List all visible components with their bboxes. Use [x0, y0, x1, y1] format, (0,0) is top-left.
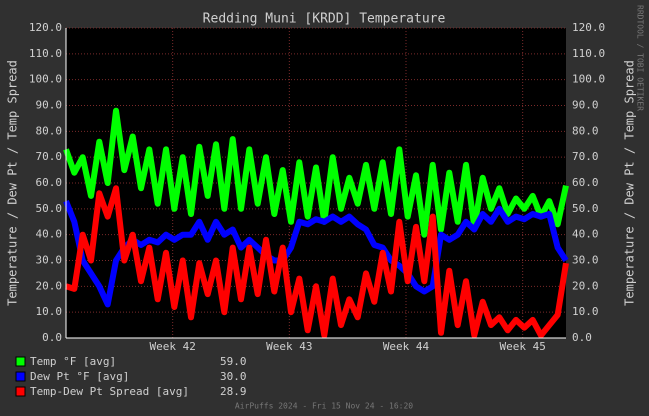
y-tick-label: 80.0 — [36, 124, 63, 137]
legend-value: 28.9 — [220, 385, 247, 398]
side-note: RRDTOOL / TOBI OETIKER — [636, 5, 645, 111]
y-tick-label: 90.0 — [36, 99, 63, 112]
series-line — [63, 107, 569, 238]
series-line — [63, 199, 569, 308]
series-line — [65, 185, 569, 339]
legend-label: Temp °F [avg] — [30, 355, 116, 368]
y2-tick-label: 90.0 — [572, 99, 599, 112]
x-tick-label: Week 43 — [266, 340, 312, 353]
y-tick-label: 0.0 — [42, 331, 62, 344]
y-tick-label: 30.0 — [36, 254, 63, 267]
y2-tick-label: 40.0 — [572, 228, 599, 241]
legend-value: 30.0 — [220, 370, 247, 383]
y2-tick-label: 120.0 — [572, 21, 605, 34]
y2-tick-label: 50.0 — [572, 202, 599, 215]
x-tick-label: Week 44 — [383, 340, 430, 353]
y2-tick-label: 100.0 — [572, 73, 605, 86]
y-axis-title: Temperature / Dew Pt / Temp Spread — [6, 60, 20, 306]
y2-tick-label: 10.0 — [572, 305, 599, 318]
y-tick-label: 40.0 — [36, 228, 63, 241]
legend-swatch — [15, 386, 26, 397]
y-tick-label: 10.0 — [36, 305, 63, 318]
legend-swatch — [15, 356, 26, 367]
x-tick-label: Week 42 — [149, 340, 195, 353]
y2-tick-label: 70.0 — [572, 150, 599, 163]
y2-axis-title: Temperature / Dew Pt / Temp Spread — [623, 60, 637, 306]
y2-tick-label: 20.0 — [572, 279, 599, 292]
legend-label: Dew Pt °F [avg] — [30, 370, 129, 383]
y2-tick-label: 30.0 — [572, 254, 599, 267]
y-tick-label: 20.0 — [36, 279, 63, 292]
legend-label: Temp-Dew Pt Spread [avg] — [30, 385, 189, 398]
y-tick-label: 120.0 — [29, 21, 62, 34]
y-tick-label: 100.0 — [29, 73, 62, 86]
y2-tick-label: 60.0 — [572, 176, 599, 189]
y2-tick-label: 110.0 — [572, 47, 605, 60]
y-tick-label: 50.0 — [36, 202, 63, 215]
x-tick-label: Week 45 — [499, 340, 545, 353]
y-tick-label: 70.0 — [36, 150, 63, 163]
footer: AirPuffs 2024 - Fri 15 Nov 24 - 16:20 — [235, 402, 413, 411]
chart-title: Redding Muni [KRDD] Temperature — [203, 12, 446, 27]
y-tick-label: 110.0 — [29, 47, 62, 60]
y2-tick-label: 0.0 — [572, 331, 592, 344]
legend-swatch — [15, 371, 26, 382]
y2-tick-label: 80.0 — [572, 124, 599, 137]
y-tick-label: 60.0 — [36, 176, 63, 189]
legend-value: 59.0 — [220, 355, 247, 368]
